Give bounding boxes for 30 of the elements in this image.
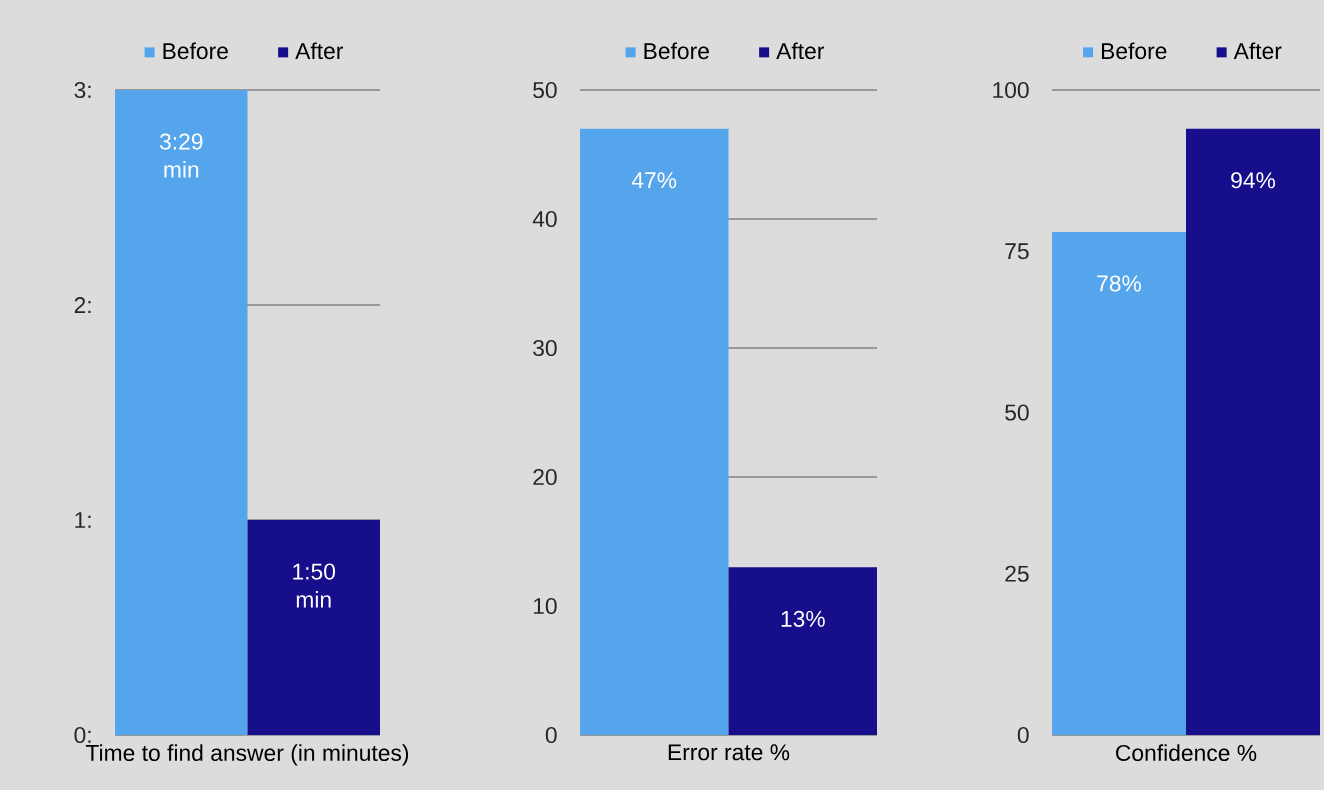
legend-label: After [1233, 42, 1282, 60]
y-tick-label: 3: [74, 81, 91, 99]
y-tick-label: 40 [532, 210, 557, 228]
y-tick-label: 75 [1005, 243, 1029, 260]
y-tick-label: 30 [533, 339, 557, 357]
legend-label: After [776, 42, 825, 60]
y-tick-label: 0 [545, 726, 557, 744]
legend-label: Before [1101, 42, 1167, 60]
y-tick-label: 2: [74, 297, 91, 313]
y-tick-label: 20 [533, 468, 557, 486]
x-axis-title: Error rate % [668, 744, 790, 761]
y-tick-label: 1: [75, 512, 91, 528]
x-axis-title: Confidence % [1116, 744, 1257, 762]
legend-label: Before [644, 42, 709, 60]
data-label: 1:50 min [293, 563, 336, 608]
data-label: 94% [1231, 172, 1275, 189]
data-label: 47% [631, 172, 677, 189]
data-label: 13% [781, 610, 825, 627]
y-tick-label: 100 [993, 81, 1029, 99]
y-tick-label: 0: [74, 726, 91, 744]
x-axis-title: Time to find answer (in minutes) [85, 744, 409, 766]
legend-label: After [295, 42, 344, 60]
legend-label: Before [163, 42, 228, 60]
y-tick-label: 0 [1017, 726, 1029, 744]
y-tick-label: 25 [1005, 565, 1029, 582]
y-tick-label: 10 [533, 597, 557, 615]
data-label: 78% [1097, 275, 1141, 292]
y-tick-label: 50 [1005, 404, 1029, 421]
y-tick-label: 50 [533, 81, 557, 99]
data-label: 3:29 min [159, 133, 203, 178]
